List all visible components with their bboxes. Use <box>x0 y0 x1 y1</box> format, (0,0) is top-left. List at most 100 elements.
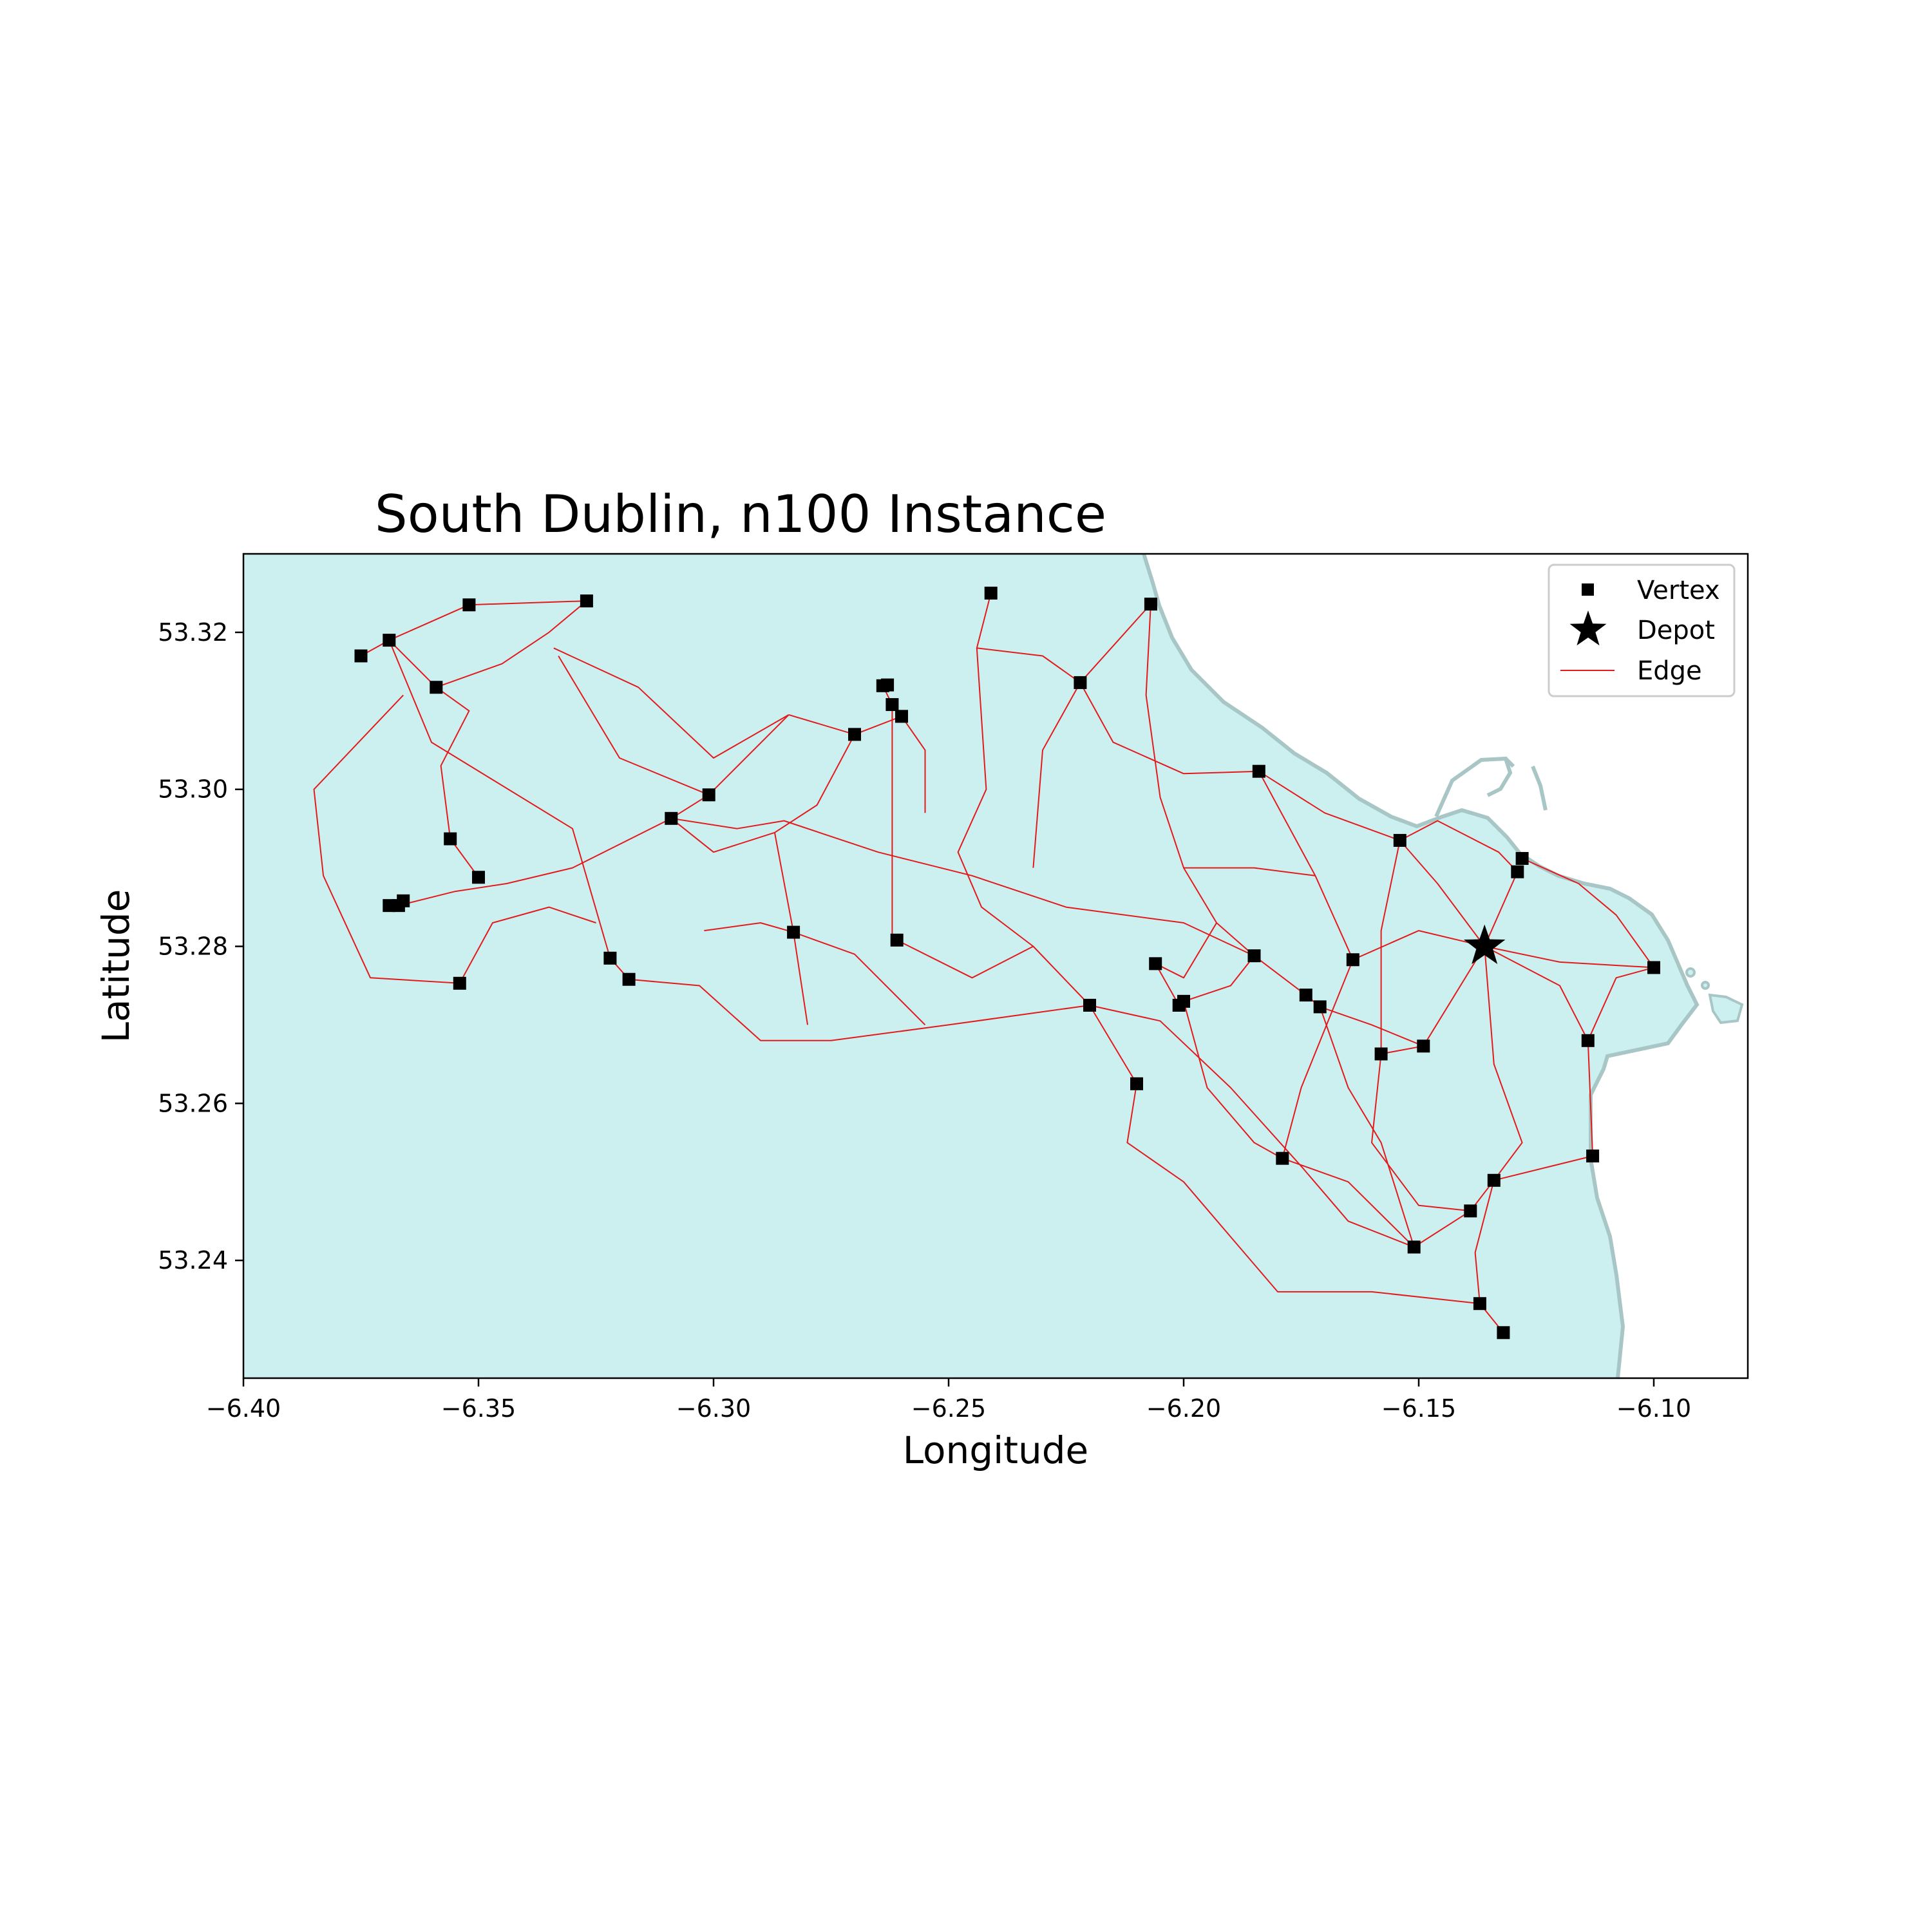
vertex-marker <box>453 976 466 990</box>
edge <box>670 734 855 853</box>
island <box>1685 967 1696 978</box>
edge <box>671 817 1255 957</box>
axes-frame <box>242 553 1749 1379</box>
vertex-marker <box>1177 994 1190 1008</box>
vertex-marker <box>1515 851 1529 865</box>
edge <box>1371 840 1471 1212</box>
vertex-marker <box>430 681 443 694</box>
edge <box>1587 967 1654 1041</box>
vertex-marker <box>1497 1326 1510 1340</box>
vertex-marker <box>1247 949 1261 963</box>
vertex-marker <box>702 788 715 802</box>
vertex-marker <box>1586 1150 1600 1163</box>
vertex-marker <box>1417 1039 1430 1053</box>
edge <box>629 978 1090 1041</box>
vertex-marker <box>1144 598 1157 611</box>
edge <box>1522 858 1654 968</box>
island <box>1708 993 1744 1025</box>
vertex-marker <box>603 951 617 965</box>
edges-layer <box>313 592 1654 1333</box>
edge <box>1089 1005 1481 1305</box>
edge <box>1183 955 1255 1002</box>
vertex-marker <box>895 710 908 723</box>
edge <box>1145 603 1255 956</box>
vertex-marker <box>890 933 904 947</box>
edge <box>1399 840 1486 947</box>
edge <box>1184 867 1316 876</box>
edge <box>1032 682 1081 868</box>
y-tick-label: 53.28 <box>158 933 228 961</box>
vertex-marker <box>1464 1204 1477 1218</box>
y-axis-label: Latitude <box>94 889 138 1043</box>
vertex-marker <box>472 871 485 884</box>
vertex-marker <box>397 894 410 907</box>
vertex-marker <box>1407 1240 1421 1254</box>
edge <box>976 592 1081 683</box>
edge <box>553 647 790 759</box>
edge <box>1079 682 1259 775</box>
vertex-marker <box>1299 989 1312 1002</box>
vertex-marker <box>354 649 368 663</box>
legend-vertex-marker <box>1582 583 1594 596</box>
edge <box>793 932 808 1025</box>
vertex-marker <box>1346 953 1359 967</box>
legend-edge-label: Edge <box>1637 656 1702 686</box>
x-axis-label: Longitude <box>903 1428 1088 1472</box>
vertex-marker <box>848 728 861 741</box>
y-tick-label: 53.30 <box>158 775 228 804</box>
edge <box>435 687 470 839</box>
vertex-marker <box>1276 1151 1289 1165</box>
vertices-layer <box>354 586 1660 1340</box>
edge <box>1484 945 1654 969</box>
edge <box>1258 770 1519 873</box>
x-tick-label: −6.30 <box>676 1394 751 1423</box>
depot-marker <box>1463 924 1506 964</box>
vertex-marker <box>1149 957 1162 971</box>
vertex-marker <box>1487 1173 1501 1187</box>
plot-area <box>242 553 1749 1379</box>
vertex-marker <box>1130 1077 1143 1090</box>
vertex-marker <box>622 972 636 986</box>
edge <box>558 655 710 796</box>
edge <box>1352 930 1485 961</box>
edge <box>313 694 460 984</box>
edge <box>1414 1155 1593 1248</box>
edge <box>1484 945 1594 1157</box>
vertex-marker <box>787 925 800 939</box>
x-tick-label: −6.40 <box>206 1394 281 1423</box>
harbour-pier <box>1434 756 1548 818</box>
edge <box>1282 1157 1415 1248</box>
vertex-marker <box>1581 1034 1595 1047</box>
land-area <box>243 554 1697 1378</box>
legend: Vertex Depot Edge <box>1548 564 1736 697</box>
island <box>1701 981 1710 990</box>
edge <box>1089 1005 1415 1248</box>
edge <box>388 639 437 688</box>
edge <box>435 600 587 688</box>
edge <box>957 648 1090 1006</box>
edge <box>1484 871 1519 947</box>
edge <box>398 817 672 907</box>
edge <box>773 832 795 933</box>
edge <box>1079 603 1151 683</box>
edge <box>1319 1007 1415 1247</box>
edge <box>1474 1180 1495 1304</box>
vertex-marker <box>1083 998 1096 1012</box>
vertex-marker <box>1393 833 1406 847</box>
x-tick-label: −6.15 <box>1381 1394 1456 1423</box>
vertex-marker <box>1074 676 1087 689</box>
vertex-marker <box>886 698 899 712</box>
x-axis: −6.40 −6.35 −6.30 −6.25 −6.20 −6.15 −6.10 <box>206 1378 1691 1423</box>
edge <box>388 604 469 641</box>
edge <box>1183 1001 1283 1159</box>
legend-vertex-label: Vertex <box>1637 576 1720 605</box>
y-tick-label: 53.24 <box>158 1246 228 1274</box>
edge <box>469 600 587 606</box>
vertex-marker <box>383 634 396 647</box>
x-tick-label: −6.20 <box>1146 1394 1221 1423</box>
vertex-marker <box>881 678 895 692</box>
edge <box>708 714 790 795</box>
x-tick-label: −6.35 <box>441 1394 516 1423</box>
y-tick-label: 53.32 <box>158 618 228 647</box>
